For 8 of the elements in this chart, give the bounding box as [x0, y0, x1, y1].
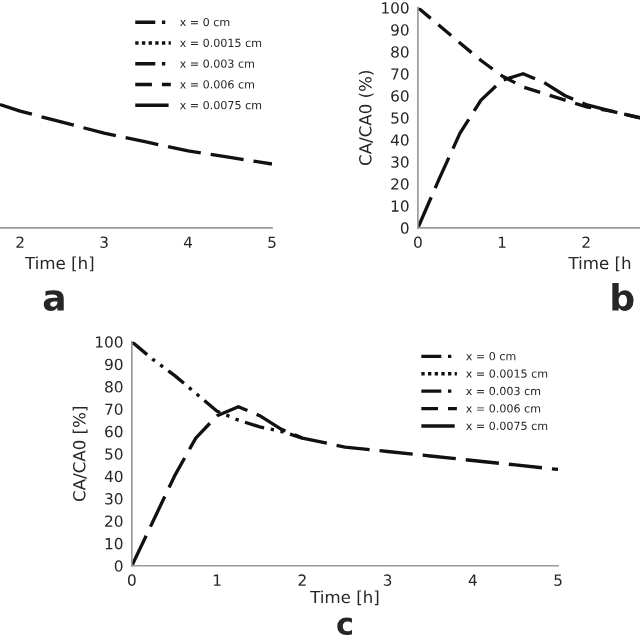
x-axis-title: Time [h] [310, 590, 379, 606]
y-axis-title: CA/CA0 [%] [72, 406, 88, 502]
y-axis-title: CA/CA0 (%) [358, 70, 374, 166]
text: c [337, 617, 352, 636]
text: b [612, 283, 634, 311]
text: a [43, 290, 64, 311]
x-axis-title: Time [h] [24, 256, 94, 272]
x-axis-title: Time [h [568, 256, 631, 272]
